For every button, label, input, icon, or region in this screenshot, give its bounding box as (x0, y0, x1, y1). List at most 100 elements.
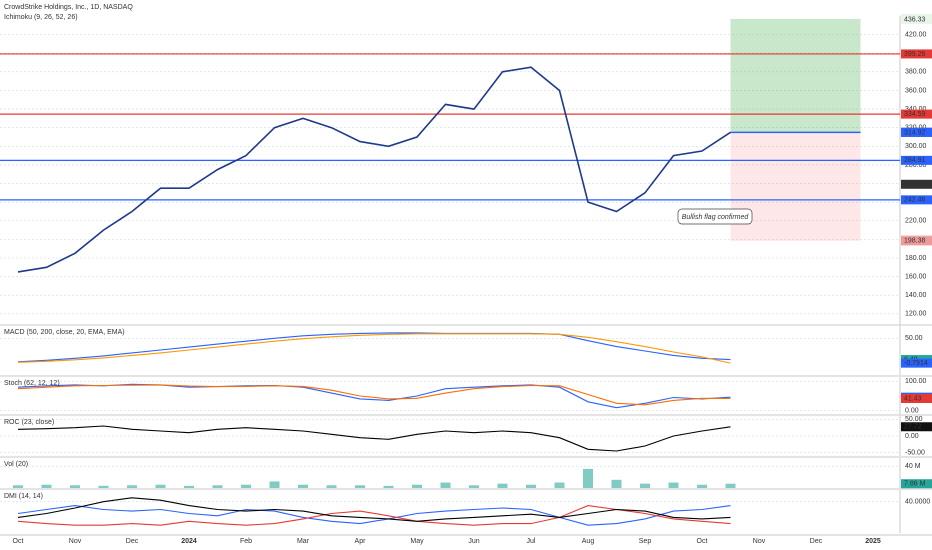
volume-bar (241, 484, 251, 488)
volume-bar (269, 481, 280, 488)
y-tick-label: 280.00 (905, 162, 927, 169)
y-tick-label: -50.00 (905, 450, 925, 457)
volume-bar (298, 484, 308, 488)
x-tick-label: Jul (527, 538, 536, 545)
price-label: 41.43 (904, 395, 922, 402)
volume-bar (611, 479, 622, 488)
price-label-bg (901, 179, 932, 189)
volume-bar (383, 485, 394, 488)
y-tick-label: 50.00 (905, 416, 923, 423)
volume-bar (554, 482, 565, 488)
y-tick-label: 50.00 (905, 335, 923, 342)
price-label-bg (901, 49, 932, 59)
loss-zone (730, 132, 861, 241)
y-tick-label: 420.00 (905, 31, 927, 38)
panel-title: Stoch (62, 12, 12) (4, 380, 60, 387)
y-tick-label: 360.00 (905, 87, 927, 94)
y-tick-label: 380.00 (905, 69, 927, 76)
volume-bar (469, 485, 479, 488)
series-line (17, 497, 731, 522)
price-label-bg (901, 358, 932, 368)
volume-bar (155, 484, 166, 488)
volume-bar (127, 485, 137, 488)
volume-bar (13, 485, 23, 488)
x-tick-label: May (410, 538, 424, 545)
price-label-bg (901, 479, 932, 489)
volume-bar (184, 485, 194, 488)
volume-bar (41, 484, 52, 488)
x-tick-label: Aug (582, 538, 595, 545)
x-tick-label: Nov (753, 538, 766, 545)
y-tick-label: 140.00 (905, 292, 927, 299)
y-tick-label: 0.00 (905, 407, 919, 414)
volume-bar (212, 485, 223, 488)
volume-bar (440, 482, 451, 488)
y-tick-label: 40 M (905, 463, 921, 470)
price-label-bg (901, 14, 932, 24)
y-tick-label: 100.00 (905, 378, 927, 385)
series-line (17, 332, 731, 363)
y-tick-label: 120.00 (905, 311, 927, 318)
y-tick-label: 220.00 (905, 218, 927, 225)
panel-title: Vol (20) (4, 461, 28, 468)
price-label: 259.19 (904, 181, 926, 188)
volume-bar (326, 485, 337, 488)
x-tick-label: 2025 (865, 538, 881, 545)
volume-bar (725, 483, 736, 488)
panel-title: ROC (23, close) (4, 419, 54, 426)
price-label-bg (901, 127, 932, 137)
x-tick-label: Feb (240, 538, 252, 545)
panel-title: CrowdStrike Holdings, Inc., 1D, NASDAQ (4, 4, 133, 11)
x-tick-label: Jun (468, 538, 479, 545)
price-label-bg (901, 236, 932, 246)
panel-subtitle: Ichimoku (9, 26, 52, 26) (4, 14, 78, 21)
panel-title: MACD (50, 200, close, 20, EMA, EMA) (4, 329, 125, 336)
x-tick-label: Nov (69, 538, 82, 545)
volume-bar (355, 485, 365, 488)
annotation-box (677, 208, 753, 225)
series-line (17, 333, 731, 364)
panel-title: DMI (14, 14) (4, 493, 43, 500)
annotation: Bullish flag confirmed (682, 214, 750, 221)
volume-bar (668, 482, 679, 488)
volume-bar (640, 483, 650, 488)
price-label: 334.59 (904, 111, 926, 118)
y-tick-label: 340.00 (905, 106, 927, 113)
volume-bar (583, 468, 593, 488)
price-label: 198.38 (904, 238, 926, 245)
volume-bar (412, 484, 422, 488)
x-tick-label: Mar (297, 538, 310, 545)
x-tick-label: Dec (810, 538, 823, 545)
volume-bar (98, 485, 109, 488)
x-tick-label: Apr (355, 538, 367, 545)
y-tick-label: 0.00 (905, 433, 919, 440)
price-label-bg (901, 394, 932, 404)
price-label-bg (901, 109, 932, 119)
x-tick-label: Oct (697, 538, 708, 545)
price-label: 314.92 (904, 129, 926, 136)
volume-bar (70, 485, 80, 488)
x-tick-label: Sep (639, 538, 652, 545)
price-label: 242.46 (904, 197, 926, 204)
series-line (17, 384, 731, 406)
series-line (17, 505, 731, 526)
price-label: 284.91 (904, 157, 926, 164)
price-label: -0.7914 (904, 360, 928, 367)
x-tick-label: Dec (126, 538, 139, 545)
volume-bar (526, 484, 536, 488)
price-label: 7.86 M (904, 481, 926, 488)
x-tick-label: 2024 (181, 538, 197, 545)
y-tick-label: 300.00 (905, 143, 927, 150)
series-line (17, 66, 731, 273)
series-line (17, 425, 731, 452)
y-tick-label: 180.00 (905, 255, 927, 262)
price-label-bg (901, 195, 932, 205)
series-line (17, 505, 731, 526)
series-line (17, 383, 731, 409)
y-tick-label: 160.00 (905, 273, 927, 280)
x-tick-label: Oct (13, 538, 24, 545)
volume-bar (497, 483, 508, 488)
price-label-bg (901, 155, 932, 165)
